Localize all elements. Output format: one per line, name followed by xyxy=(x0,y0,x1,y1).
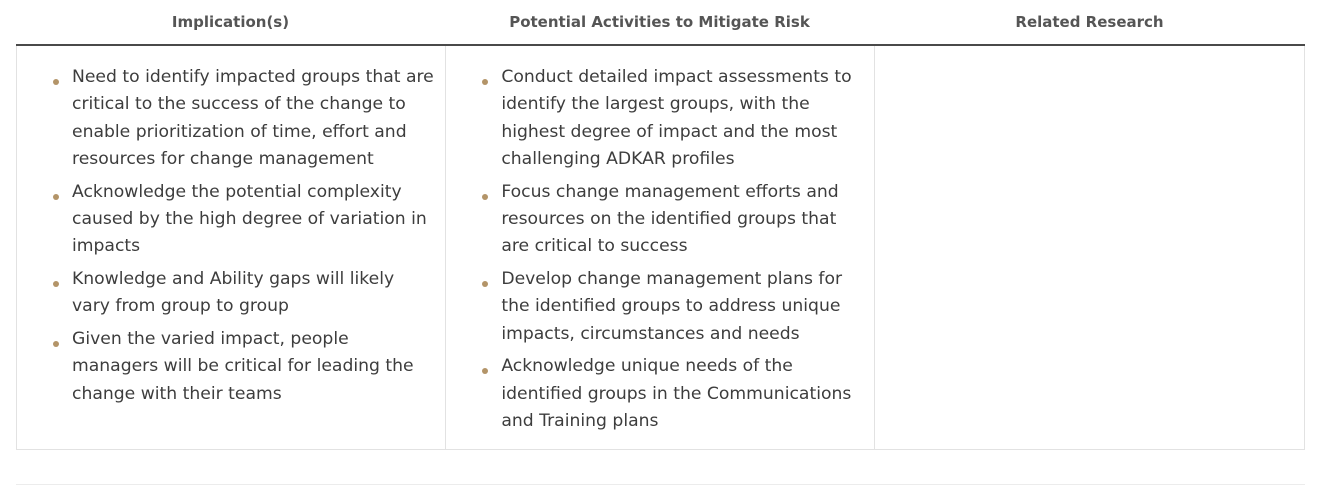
bullet-icon xyxy=(53,341,59,348)
list-item: Given the varied impact, people managers… xyxy=(51,326,435,408)
header-implications: Implication(s) xyxy=(171,13,290,31)
bullet-icon xyxy=(482,281,489,288)
list-item-text: Knowledge and Ability gaps will likely v… xyxy=(72,269,395,317)
list-item-text: Conduct detailed impact assessments to i… xyxy=(501,67,852,169)
table-header-row: Implication(s) Potential Activities to M… xyxy=(16,0,1305,46)
list-item-text: Given the varied impact, people managers… xyxy=(72,329,414,404)
bullet-icon xyxy=(53,193,59,200)
implications-cell: Need to identify impacted groups that ar… xyxy=(17,46,445,449)
activities-list: Conduct detailed impact assessments to i… xyxy=(480,64,863,435)
list-item-text: Acknowledge the potential complexity cau… xyxy=(72,181,427,257)
activities-cell: Conduct detailed impact assessments to i… xyxy=(445,46,873,449)
list-item-text: Develop change management plans for the … xyxy=(501,269,843,344)
list-item: Knowledge and Ability gaps will likely v… xyxy=(51,266,435,321)
list-item: Acknowledge unique needs of the identifi… xyxy=(480,353,863,435)
list-item-text: Acknowledge unique needs of the identifi… xyxy=(501,356,852,432)
bullet-icon xyxy=(482,79,489,85)
bullet-icon xyxy=(53,79,59,85)
list-item: Need to identify impacted groups that ar… xyxy=(51,64,435,173)
related-research-cell xyxy=(873,46,1304,449)
list-item-text: Focus change management efforts and reso… xyxy=(501,181,839,257)
bullet-icon xyxy=(53,281,59,288)
header-activities: Potential Activities to Mitigate Risk xyxy=(509,13,810,31)
list-item: Develop change management plans for the … xyxy=(480,266,863,348)
bullet-icon xyxy=(482,193,489,200)
bullet-icon xyxy=(482,368,489,375)
header-related-research: Related Research xyxy=(1015,13,1164,31)
table-body-row: Need to identify impacted groups that ar… xyxy=(16,46,1305,450)
bottom-divider xyxy=(16,484,1305,485)
list-item: Conduct detailed impact assessments to i… xyxy=(480,64,863,173)
implications-list: Need to identify impacted groups that ar… xyxy=(51,64,435,408)
risk-table: Implication(s) Potential Activities to M… xyxy=(16,0,1305,450)
list-item-text: Need to identify impacted groups that ar… xyxy=(72,67,434,169)
list-item: Acknowledge the potential complexity cau… xyxy=(51,179,435,261)
list-item: Focus change management efforts and reso… xyxy=(480,179,863,261)
